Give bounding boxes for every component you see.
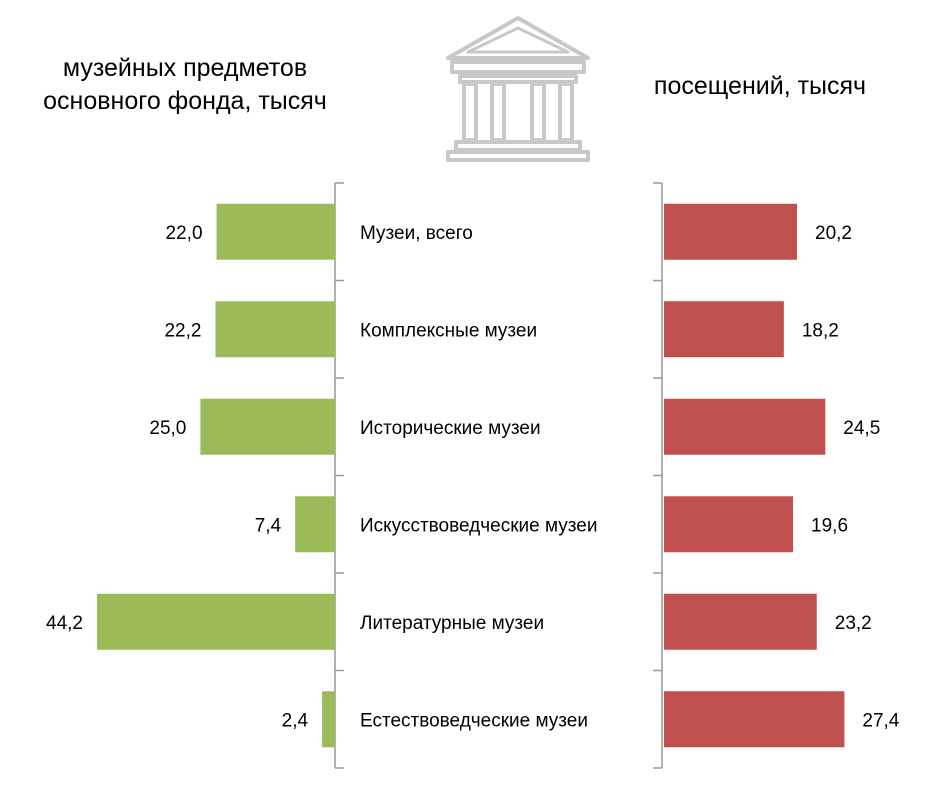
category-label: Комплексные музеи (360, 320, 537, 341)
right-value-label: 24,5 (843, 418, 880, 439)
right-value-label: 19,6 (811, 515, 848, 536)
left-bar (200, 399, 335, 455)
left-value-label: 44,2 (46, 613, 83, 634)
left-value-label: 22,0 (166, 223, 203, 244)
category-label: Исторические музеи (360, 418, 541, 439)
category-labels: Музеи, всего Комплексные музеи Исторически… (360, 223, 597, 732)
category-label: Естествоведческие музеи (360, 710, 588, 731)
left-bar (322, 691, 335, 747)
right-value-label: 23,2 (835, 613, 872, 634)
right-value-label: 27,4 (862, 710, 899, 731)
left-bar (217, 204, 335, 260)
right-bar (664, 399, 825, 455)
left-value-label: 2,4 (282, 710, 309, 731)
right-axis (653, 183, 662, 768)
left-axis (335, 183, 344, 768)
right-bar-series (664, 204, 844, 748)
left-value-label: 7,4 (255, 515, 282, 536)
right-value-label: 20,2 (815, 223, 852, 244)
right-bar (664, 496, 793, 552)
category-label: Литературные музеи (360, 613, 544, 634)
left-value-label: 22,2 (164, 320, 201, 341)
category-label: Музеи, всего (360, 223, 473, 244)
left-bar (215, 301, 335, 357)
left-value-labels: 22,0 22,2 25,0 7,4 44,2 2,4 (46, 223, 308, 732)
left-bar (295, 496, 335, 552)
left-bar (97, 594, 335, 650)
right-bar (664, 204, 797, 260)
right-bar (664, 594, 817, 650)
left-value-label: 25,0 (149, 418, 186, 439)
left-bar-series (97, 204, 335, 748)
right-value-label: 18,2 (802, 320, 839, 341)
right-value-labels: 20,2 18,2 24,5 19,6 23,2 27,4 (802, 223, 900, 732)
right-bar (664, 691, 844, 747)
right-bar (664, 301, 784, 357)
category-label: Искусствоведческие музеи (360, 515, 597, 536)
